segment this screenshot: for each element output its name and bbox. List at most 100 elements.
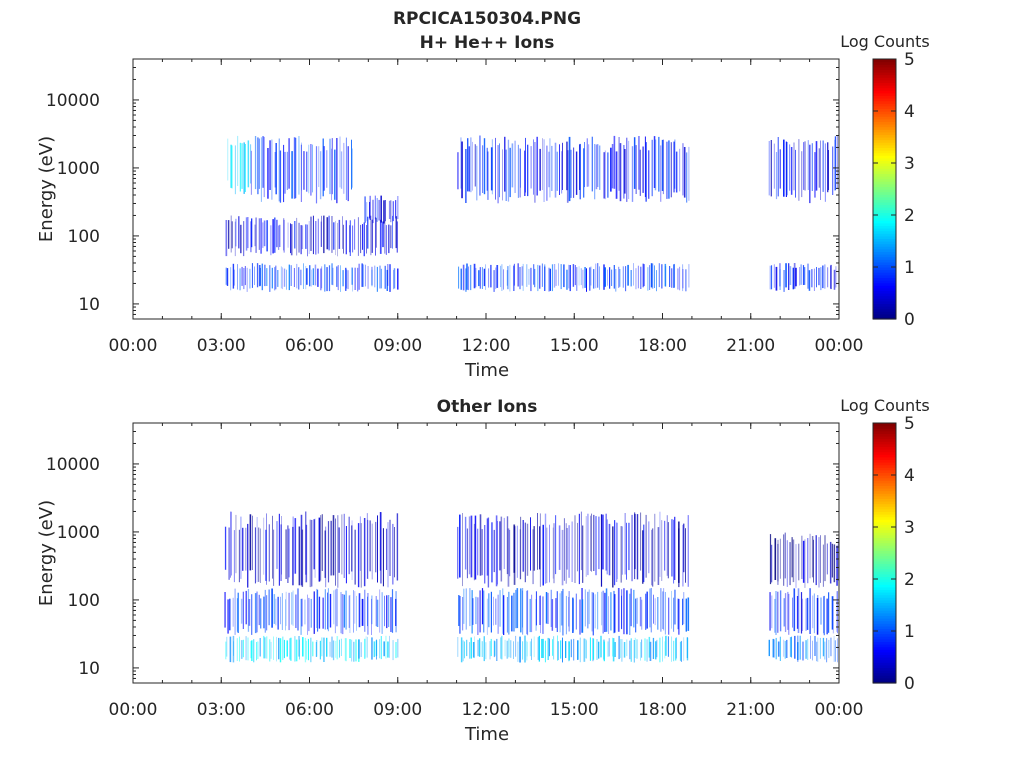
data-streak (315, 146, 318, 204)
data-streak (336, 138, 338, 204)
data-streak (291, 151, 293, 199)
data-streak (662, 139, 664, 195)
data-streak (363, 518, 366, 587)
data-streak (228, 220, 230, 249)
data-streak (612, 638, 615, 662)
data-streak (384, 200, 386, 222)
data-streak (324, 589, 326, 630)
data-streak (268, 589, 270, 626)
data-streak (635, 268, 637, 290)
colorbar-cell (873, 199, 896, 203)
data-streak (674, 589, 676, 625)
data-streak (664, 641, 666, 659)
data-streak (266, 513, 267, 585)
colorbar-cell (873, 254, 896, 258)
data-streak (653, 136, 656, 188)
data-streak (395, 216, 398, 249)
data-streak (522, 520, 524, 572)
data-streak (566, 269, 568, 290)
colorbar-tick-label: 1 (904, 622, 915, 642)
data-streak (816, 267, 817, 288)
panel-other-ions: Other Ions Log Counts Energy (eV) Time 0… (36, 396, 930, 745)
data-streak (490, 638, 492, 657)
data-streak (604, 267, 606, 287)
data-streak (623, 588, 625, 635)
data-streak (490, 147, 493, 191)
data-streak (820, 140, 821, 200)
data-streak (793, 588, 796, 632)
data-streak (323, 637, 325, 662)
colorbar-cell (873, 152, 896, 156)
data-streak (380, 195, 382, 223)
data-streak (534, 142, 536, 203)
data-streak (342, 270, 344, 287)
data-streak (298, 136, 300, 195)
colorbar-cell (873, 631, 896, 635)
data-streak (633, 137, 636, 189)
data-streak (237, 264, 238, 290)
data-streak (806, 597, 809, 630)
data-streak (565, 641, 567, 658)
data-streak (253, 639, 255, 663)
colorbar-cell (873, 269, 896, 273)
data-streak (568, 641, 570, 662)
data-streak (526, 642, 528, 657)
data-streak (309, 265, 311, 287)
data-streak (584, 267, 586, 288)
data-streak (311, 520, 313, 587)
data-streak (641, 599, 643, 630)
colorbar-cell (873, 139, 896, 143)
data-streak (799, 635, 801, 660)
data-streak (375, 217, 377, 248)
data-streak (468, 146, 470, 192)
data-streak (242, 591, 244, 629)
data-streak (682, 524, 684, 587)
data-streak (673, 519, 675, 584)
data-streak (783, 270, 785, 292)
data-streak (771, 595, 773, 629)
data-streak (818, 148, 820, 188)
data-streak (673, 264, 675, 288)
data-streak (479, 590, 481, 633)
data-streak (487, 517, 490, 588)
data-streak (247, 217, 249, 249)
colorbar-cell (873, 191, 896, 195)
data-streak (296, 217, 298, 256)
data-streak (345, 137, 347, 200)
data-streak (822, 544, 824, 587)
data-streak (273, 529, 275, 586)
data-streak (321, 637, 323, 657)
data-streak (458, 595, 460, 626)
data-streak (305, 640, 307, 660)
data-streak (777, 591, 779, 633)
data-streak (597, 263, 599, 288)
data-streak (478, 270, 480, 287)
data-streak (593, 269, 595, 289)
data-streak (459, 514, 461, 578)
data-streak (660, 588, 662, 632)
data-streak (351, 525, 353, 572)
data-streak (779, 269, 781, 290)
data-streak (623, 145, 625, 199)
data-streak (807, 538, 809, 584)
data-streak (311, 269, 312, 287)
colorbar-cell (873, 204, 896, 208)
data-streak (598, 641, 600, 659)
colorbar-cell (873, 516, 896, 520)
data-streak (791, 537, 793, 578)
data-streak (608, 596, 609, 634)
data-streak (360, 642, 362, 657)
data-streak (836, 591, 838, 632)
colorbar-cell (873, 113, 896, 117)
data-streak (599, 145, 601, 190)
data-streak (770, 140, 772, 197)
data-streak (508, 591, 510, 635)
data-streak (688, 264, 690, 288)
colorbar-cell (873, 90, 896, 94)
data-streak (387, 522, 389, 588)
data-streak (306, 268, 308, 285)
data-streak (811, 536, 814, 578)
data-streak (552, 639, 553, 656)
data-streak (513, 263, 515, 286)
data-streak (301, 529, 304, 587)
